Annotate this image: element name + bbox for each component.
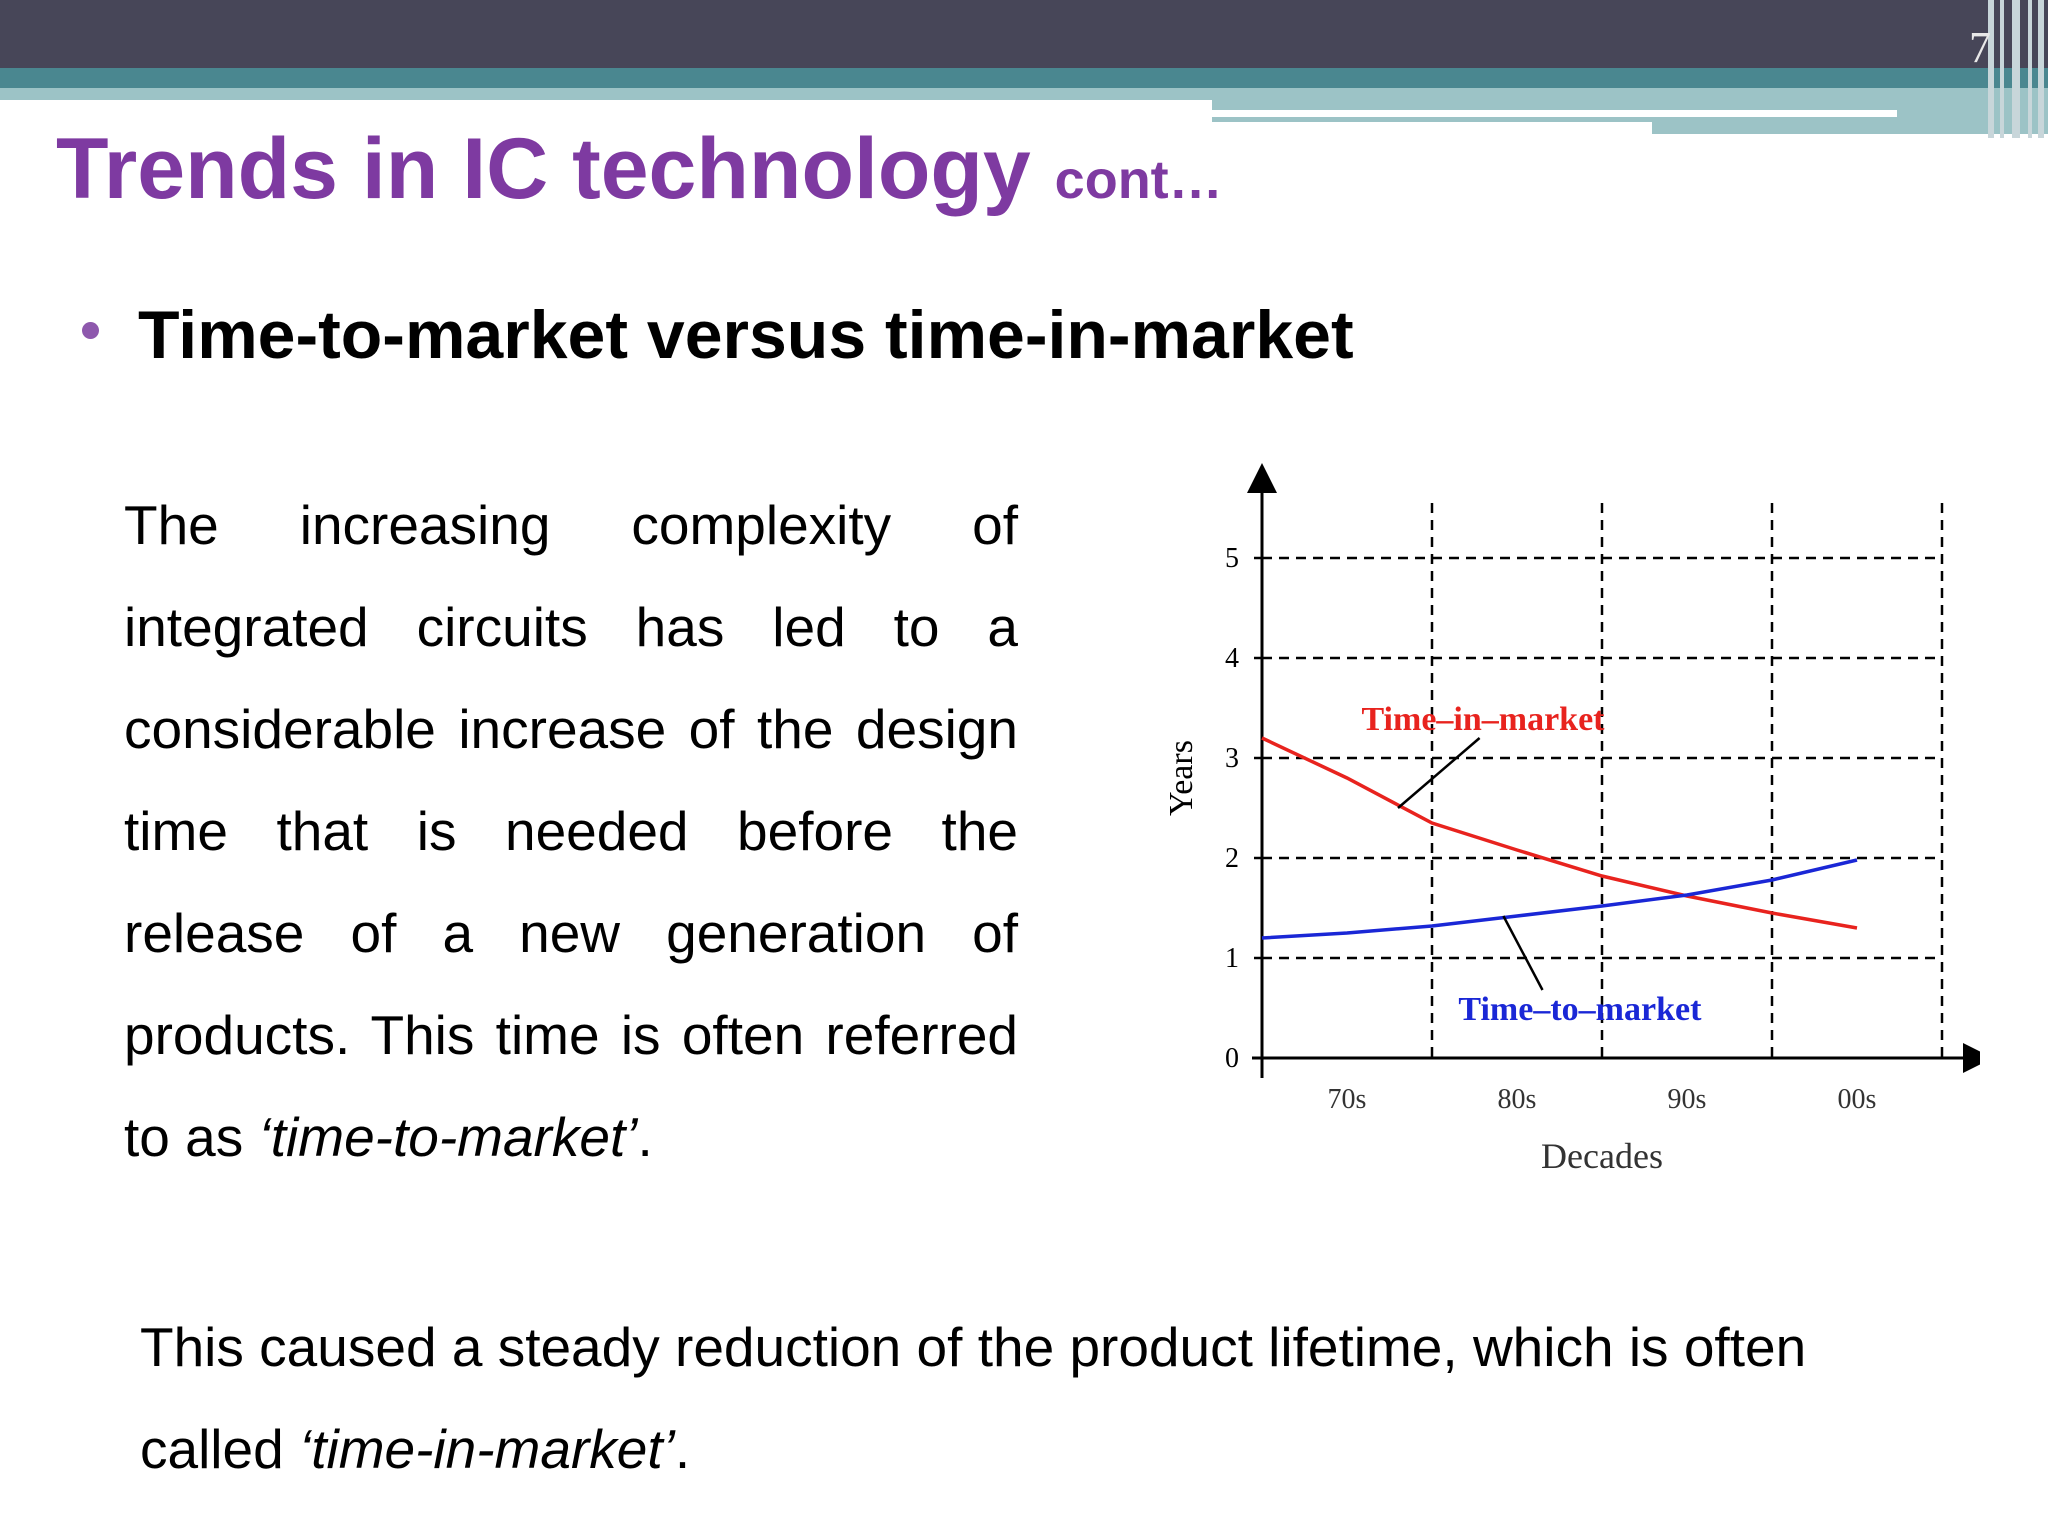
header-bar-light: [0, 88, 1212, 100]
header-bar-line: [1212, 122, 1652, 134]
y-axis-label: Years: [1163, 740, 1200, 816]
slide-title: Trends in IC technology cont…: [56, 120, 1223, 219]
y-tick-label: 3: [1225, 743, 1239, 774]
series-line-time-in-market: [1261, 736, 1858, 930]
x-tick-label: 80s: [1498, 1084, 1537, 1115]
series-line-time-to-market: [1261, 858, 1858, 940]
x-tick-label: 70s: [1328, 1084, 1367, 1115]
leader-line: [1502, 915, 1544, 991]
para2-end: .: [674, 1418, 691, 1480]
y-tick-label: 0: [1225, 1043, 1239, 1074]
series-label-time-in-market: Time–in–market: [1361, 701, 1605, 738]
x-tick-label: 00s: [1838, 1084, 1877, 1115]
series-label-time-to-market: Time–to–market: [1458, 991, 1702, 1028]
chart-axes: [1247, 463, 1980, 1078]
bullet-icon: [82, 322, 99, 339]
para1-text: The increasing complexity of integrated …: [124, 494, 1018, 1168]
header-bar-teal: [0, 68, 2048, 88]
y-tick-label: 2: [1225, 843, 1239, 874]
x-axis-label: Decades: [1541, 1136, 1663, 1176]
para2-text: This caused a steady reduction of the pr…: [140, 1316, 1807, 1480]
title-main: Trends in IC technology: [56, 121, 1031, 217]
header-bar-dark: [0, 0, 2048, 68]
header-stripes: [1984, 0, 2048, 138]
para1-term: ‘time-to-market’: [258, 1106, 638, 1168]
x-tick-label: 90s: [1668, 1084, 1707, 1115]
header-bar-line: [1212, 110, 1897, 117]
para2-term: ‘time-in-market’: [298, 1418, 675, 1480]
y-tick-label: 4: [1225, 643, 1239, 674]
slide-number: 7: [1969, 23, 1991, 72]
para1-end: .: [637, 1106, 653, 1168]
chart-series: [1261, 736, 1858, 940]
paragraph-time-in-market: This caused a steady reduction of the pr…: [140, 1296, 1960, 1500]
y-tick-label: 5: [1225, 543, 1239, 574]
bullet-heading: Time-to-market versus time-in-market: [138, 297, 1354, 373]
chart-labels: 0 1 2 3 4 5 70s 80s 90s 00s Decades Years Time–in–ma…: [1163, 543, 1876, 1176]
paragraph-time-to-market: The increasing complexity of integrated …: [124, 474, 1018, 1188]
leader-line: [1397, 737, 1481, 809]
y-tick-label: 1: [1225, 943, 1239, 974]
chart-grid: [1262, 503, 1944, 1060]
title-suffix: cont…: [1054, 150, 1223, 210]
market-chart: 0 1 2 3 4 5 70s 80s 90s 00s Decades Years Time–in–ma…: [1163, 463, 1980, 1176]
